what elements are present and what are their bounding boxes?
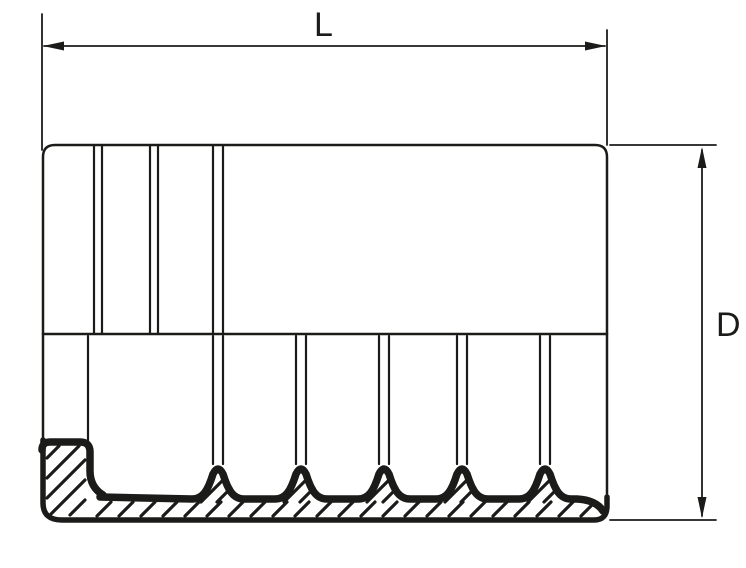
- crimp-groove-lines-lower: [86, 334, 552, 466]
- arrowhead-left-icon: [43, 41, 64, 51]
- hatching-collar: [45, 444, 87, 517]
- collar-outline: [38, 438, 107, 499]
- arrowhead-right-icon: [585, 41, 606, 51]
- crimp-groove-lines-upper: [92, 144, 225, 335]
- dimension-diameter: D: [609, 144, 741, 521]
- cross-section-wall: [38, 437, 610, 523]
- arrowhead-down-icon: [697, 497, 707, 518]
- sleeve-body-outline: [41, 143, 609, 499]
- dimension-length: L: [41, 6, 608, 151]
- arrowhead-up-icon: [697, 147, 707, 168]
- diameter-label: D: [716, 306, 741, 344]
- hatching-wall: [95, 500, 597, 518]
- inner-profile-wave: [96, 465, 607, 515]
- outer-outline: [41, 143, 609, 499]
- length-label: L: [314, 6, 333, 44]
- hatching-under-peaks: [199, 478, 560, 504]
